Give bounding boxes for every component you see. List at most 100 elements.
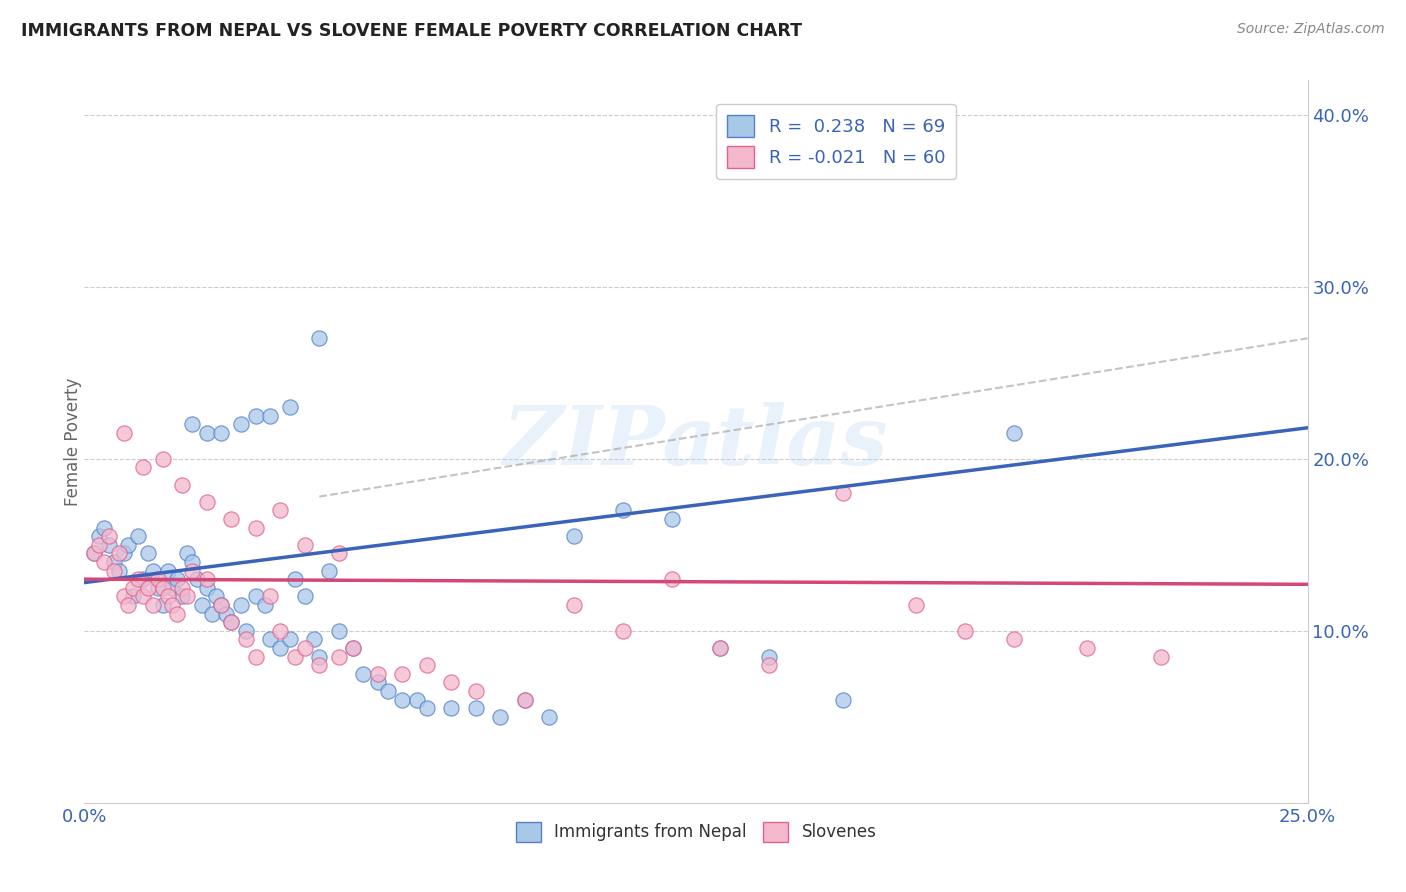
Point: [156, 590, 179, 604]
Point: [87, 529, 110, 543]
Point: [83, 546, 105, 560]
Point: [142, 564, 165, 578]
Point: [200, 607, 222, 621]
Point: [661, 512, 683, 526]
Point: [953, 624, 976, 638]
Point: [97, 538, 120, 552]
Point: [219, 615, 242, 630]
Point: [127, 529, 149, 543]
Point: [269, 640, 291, 655]
Point: [758, 649, 780, 664]
Point: [152, 581, 174, 595]
Point: [259, 409, 281, 423]
Point: [136, 581, 159, 595]
Point: [367, 675, 389, 690]
Point: [831, 692, 853, 706]
Point: [342, 640, 364, 655]
Point: [195, 425, 218, 440]
Point: [122, 581, 145, 595]
Point: [377, 684, 399, 698]
Point: [1150, 649, 1173, 664]
Y-axis label: Female Poverty: Female Poverty: [65, 377, 82, 506]
Point: [229, 598, 252, 612]
Point: [152, 598, 174, 612]
Point: [162, 598, 184, 612]
Point: [132, 572, 155, 586]
Point: [181, 564, 204, 578]
Point: [235, 632, 257, 647]
Point: [284, 649, 307, 664]
Point: [172, 590, 194, 604]
Point: [245, 590, 267, 604]
Point: [181, 555, 204, 569]
Point: [513, 692, 536, 706]
Point: [440, 675, 463, 690]
Point: [661, 572, 683, 586]
Point: [103, 564, 125, 578]
Point: [259, 590, 281, 604]
Point: [146, 572, 169, 586]
Point: [205, 590, 228, 604]
Point: [342, 640, 364, 655]
Point: [513, 692, 536, 706]
Point: [328, 624, 350, 638]
Point: [195, 572, 218, 586]
Point: [209, 598, 232, 612]
Text: IMMIGRANTS FROM NEPAL VS SLOVENE FEMALE POVERTY CORRELATION CHART: IMMIGRANTS FROM NEPAL VS SLOVENE FEMALE …: [21, 22, 801, 40]
Point: [245, 520, 267, 534]
Point: [259, 632, 281, 647]
Text: Source: ZipAtlas.com: Source: ZipAtlas.com: [1237, 22, 1385, 37]
Point: [612, 624, 634, 638]
Point: [709, 640, 731, 655]
Point: [152, 451, 174, 466]
Point: [1002, 632, 1025, 647]
Point: [219, 512, 242, 526]
Point: [831, 486, 853, 500]
Point: [328, 649, 350, 664]
Point: [391, 666, 413, 681]
Point: [136, 546, 159, 560]
Point: [87, 538, 110, 552]
Point: [245, 409, 267, 423]
Point: [117, 598, 139, 612]
Point: [464, 684, 486, 698]
Point: [186, 572, 208, 586]
Point: [219, 615, 242, 630]
Point: [352, 666, 374, 681]
Point: [304, 632, 326, 647]
Point: [122, 590, 145, 604]
Point: [195, 494, 218, 508]
Point: [156, 564, 179, 578]
Point: [93, 555, 115, 569]
Point: [83, 546, 105, 560]
Point: [464, 701, 486, 715]
Point: [278, 632, 301, 647]
Point: [318, 564, 340, 578]
Point: [142, 598, 165, 612]
Point: [308, 658, 330, 673]
Point: [107, 564, 129, 578]
Point: [284, 572, 307, 586]
Point: [127, 572, 149, 586]
Point: [172, 477, 194, 491]
Point: [562, 598, 585, 612]
Text: ZIPatlas: ZIPatlas: [503, 401, 889, 482]
Point: [269, 503, 291, 517]
Legend: Immigrants from Nepal, Slovenes: Immigrants from Nepal, Slovenes: [509, 815, 883, 848]
Point: [489, 710, 512, 724]
Point: [112, 546, 135, 560]
Point: [308, 331, 330, 345]
Point: [112, 590, 135, 604]
Point: [146, 581, 169, 595]
Point: [229, 417, 252, 432]
Point: [209, 598, 232, 612]
Point: [406, 692, 429, 706]
Point: [132, 590, 155, 604]
Point: [162, 581, 184, 595]
Point: [269, 624, 291, 638]
Point: [176, 546, 198, 560]
Point: [172, 581, 194, 595]
Point: [166, 607, 188, 621]
Point: [195, 581, 218, 595]
Point: [103, 555, 125, 569]
